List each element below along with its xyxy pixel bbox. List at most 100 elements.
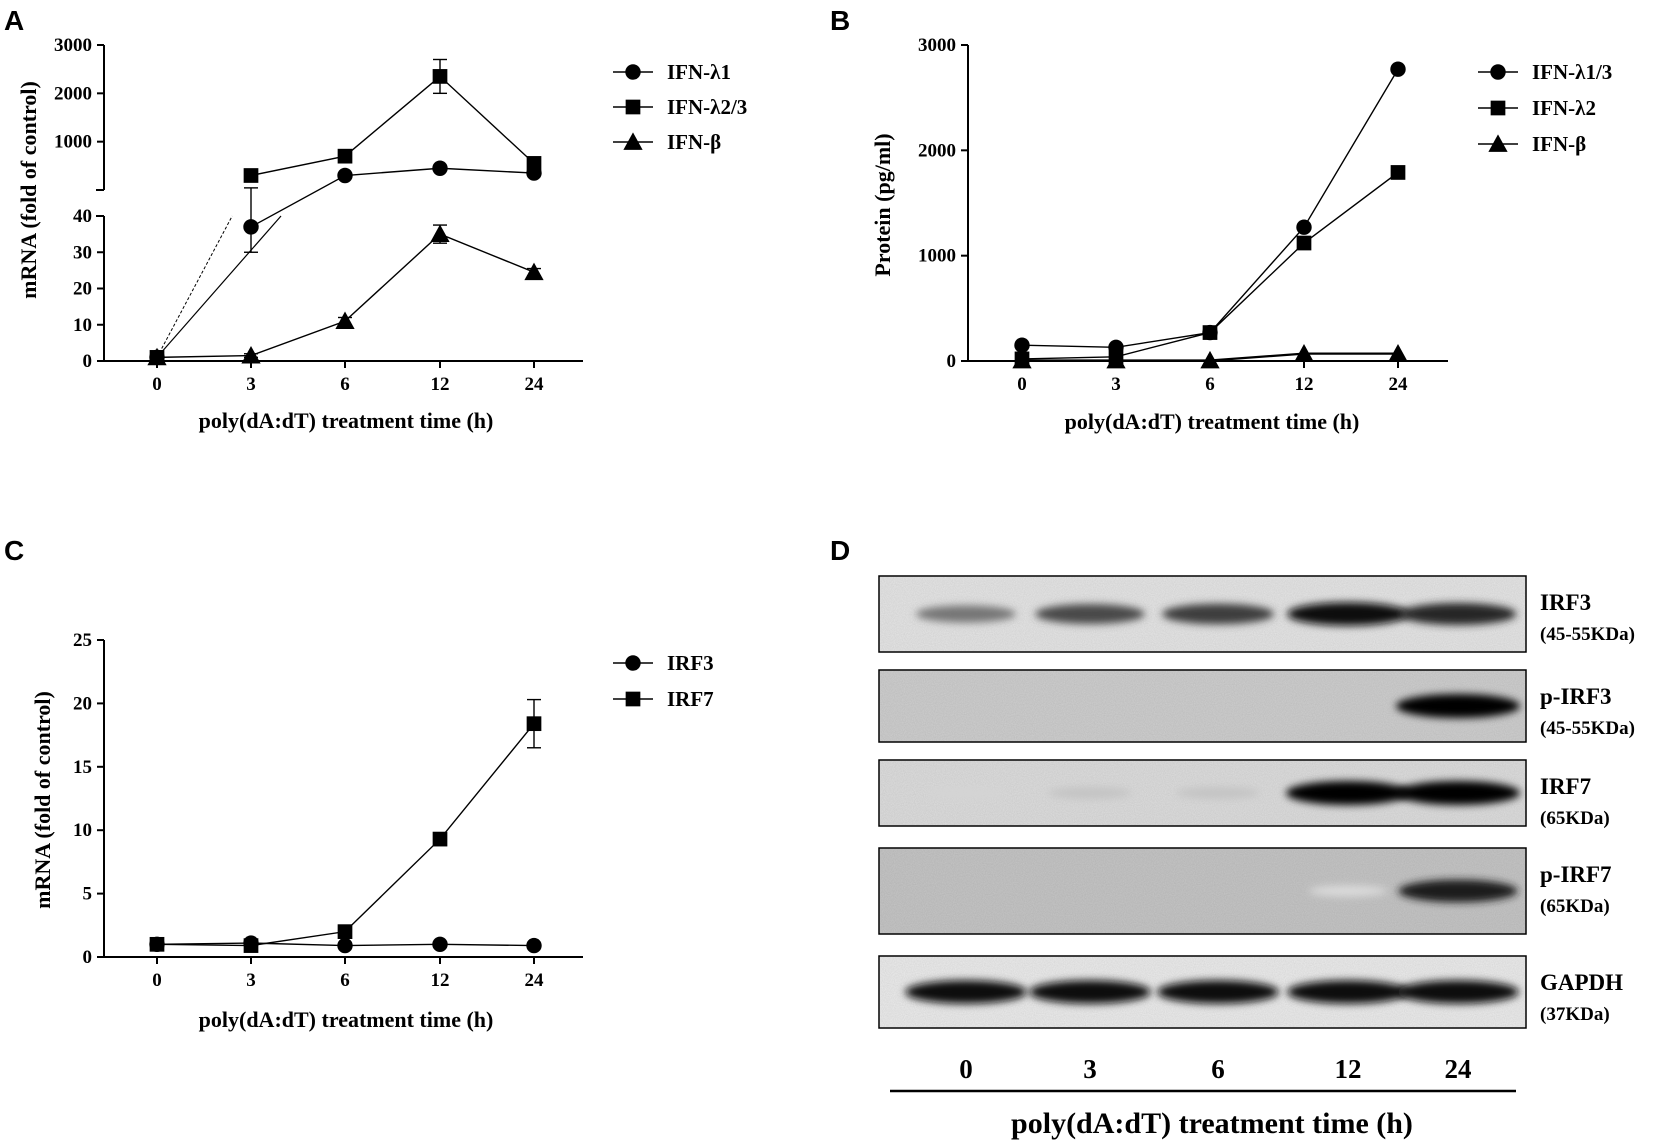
- blot-row-size: (45-55KDa): [1540, 624, 1635, 645]
- x-tick-label-3: 3: [1111, 374, 1121, 395]
- band-lane-3: [1035, 604, 1145, 624]
- blot-row-p-irf3: p-IRF3 (45-55KDa): [878, 669, 1635, 743]
- band-lane-0: [916, 605, 1016, 623]
- band-lane-24: [1396, 781, 1520, 805]
- band-lane-12: [1308, 885, 1388, 897]
- band-lane-6: [1157, 980, 1279, 1004]
- x-tick-label-12: 12: [431, 970, 450, 991]
- y-tick-label-40: 40: [73, 206, 92, 227]
- y-tick-label-0: 0: [947, 351, 957, 372]
- legend-label: IRF7: [667, 687, 714, 711]
- legend-item-ifn: IFN-β: [613, 130, 721, 154]
- y-axis-title: mRNA (fold of control): [30, 691, 55, 909]
- panel-letter-a: A: [4, 5, 24, 36]
- legend-item-ifn-1: IFN-λ1: [613, 60, 731, 84]
- band-lane-24: [1397, 980, 1519, 1004]
- point-6: [337, 167, 353, 184]
- y-tick-label-3000: 3000: [918, 35, 956, 56]
- legend-label: IFN-λ1: [667, 60, 731, 84]
- blot-row-label: p-IRF3: [1540, 684, 1612, 709]
- y-tick-label-25: 25: [73, 630, 92, 651]
- x-tick-label-24: 24: [1389, 374, 1409, 395]
- point-3: [1106, 350, 1126, 369]
- band-lane-12: [1286, 781, 1410, 805]
- point-3: [243, 938, 259, 953]
- point-6: [337, 924, 353, 939]
- band-lane-3: [1029, 980, 1151, 1004]
- legend-label: IFN-λ2/3: [667, 95, 747, 119]
- point-6: [335, 311, 355, 329]
- band-lane-24: [1399, 603, 1517, 625]
- y-tick-label-2000: 2000: [54, 83, 92, 104]
- lane-label-0: 0: [959, 1054, 973, 1084]
- x-tick-label-3: 3: [246, 374, 256, 395]
- blot-row-size: (45-55KDa): [1540, 718, 1635, 739]
- point-0: [1012, 350, 1032, 369]
- y-tick-label-1000: 1000: [54, 132, 92, 153]
- x-tick-label-0: 0: [1017, 374, 1027, 395]
- legend-marker-circle: [625, 64, 641, 80]
- series-line-upper: [250, 75, 535, 177]
- point-0: [147, 347, 167, 366]
- series-ifn: [147, 224, 544, 366]
- legend-label: IFN-β: [1532, 132, 1586, 156]
- panel-c-chart: 0 5 10 15 20 25 0 3 6 12 24 poly(dA:dT) treatment t…: [30, 630, 714, 1032]
- point-24: [526, 937, 542, 954]
- legend-label: IRF3: [667, 651, 714, 675]
- point-24: [524, 262, 544, 281]
- band-lane-12: [1287, 602, 1409, 626]
- y-tick-label-0: 0: [83, 351, 93, 372]
- point-6: [1202, 325, 1218, 340]
- legend-item-irf3: IRF3: [613, 651, 714, 675]
- x-axis-title: poly(dA:dT) treatment time (h): [199, 1007, 494, 1032]
- legend-label: IFN-β: [667, 130, 721, 154]
- band-lane-0: [926, 787, 1006, 799]
- band-lane-12: [1287, 980, 1409, 1004]
- point-0: [1014, 337, 1030, 353]
- y-tick-label-1000: 1000: [918, 246, 956, 267]
- blot-x-axis-title: poly(dA:dT) treatment time (h): [1011, 1107, 1413, 1140]
- point-6: [1200, 350, 1220, 369]
- lane-label-3: 3: [1083, 1054, 1097, 1084]
- panel-a-chart: 0 10 20 30 40 1000 2000 3000 0 3 6 12 24 poly(dA:dT) …: [16, 35, 747, 433]
- blot-row-irf7: IRF7 (65KDa): [878, 759, 1610, 829]
- legend-item-ifn-2: IFN-λ2: [1478, 96, 1596, 120]
- band-lane-24: [1398, 879, 1518, 903]
- x-axis-title: poly(dA:dT) treatment time (h): [199, 408, 494, 433]
- band-lane-0: [905, 980, 1027, 1004]
- point-24: [1390, 61, 1406, 77]
- x-tick-label-12: 12: [1295, 374, 1314, 395]
- panel-b-chart: 0 1000 2000 3000 0 3 6 12 24 poly(dA:dT) treatmen…: [870, 35, 1612, 434]
- blot-row-label: IRF3: [1540, 590, 1591, 615]
- legend-marker-circle: [1490, 64, 1506, 80]
- y-tick-label-30: 30: [73, 242, 92, 263]
- point-24: [526, 156, 542, 171]
- point-3: [243, 168, 259, 183]
- legend-item-ifn: IFN-β: [1478, 132, 1586, 156]
- band-lane-6: [1176, 786, 1260, 800]
- point-12: [432, 160, 448, 176]
- x-tick-label-6: 6: [340, 374, 350, 395]
- y-axis-title: mRNA (fold of control): [16, 81, 41, 299]
- point-6: [337, 148, 353, 164]
- point-24: [1390, 165, 1406, 180]
- y-tick-label-3000: 3000: [54, 35, 92, 56]
- point-12: [432, 831, 448, 847]
- blot-row-label: IRF7: [1540, 774, 1591, 799]
- point-12: [1296, 235, 1312, 251]
- series-ifn-1: [149, 160, 542, 366]
- y-tick-label-2000: 2000: [918, 140, 956, 161]
- series-ifn-1-3: [1014, 61, 1406, 356]
- legend-label: IFN-λ2: [1532, 96, 1596, 120]
- blot-row-label: p-IRF7: [1540, 862, 1612, 887]
- y-tick-label-0: 0: [83, 947, 93, 968]
- x-tick-label-24: 24: [525, 970, 545, 991]
- y-tick-label-10: 10: [73, 820, 92, 841]
- legend-item-ifn-1-3: IFN-λ1/3: [1478, 60, 1612, 84]
- series-ifn-2-3: [149, 58, 542, 365]
- panel-letter-d: D: [830, 535, 850, 566]
- legend-marker-square: [625, 691, 641, 707]
- blot-row-p-irf7: p-IRF7 (65KDa): [878, 847, 1612, 935]
- series-ifn-2: [1014, 165, 1406, 367]
